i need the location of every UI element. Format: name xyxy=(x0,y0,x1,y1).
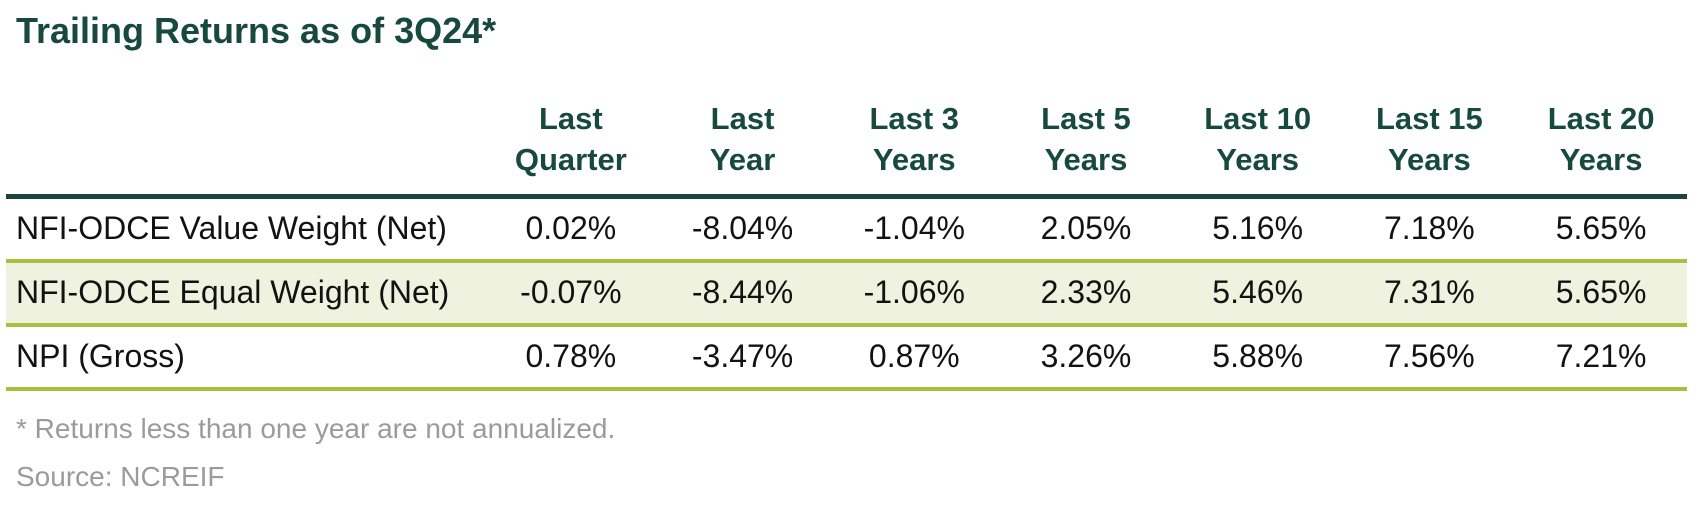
value-cell: 5.16% xyxy=(1171,196,1344,263)
table-row-nfi-odce-value-weight: NFI-ODCE Value Weight (Net) 0.02% -8.04%… xyxy=(6,196,1687,263)
value-cell: -0.07% xyxy=(485,260,657,327)
column-header-last-3-years: Last 3 Years xyxy=(828,99,1001,199)
value-cell: 2.33% xyxy=(1000,260,1172,327)
value-cell: -8.04% xyxy=(656,196,829,263)
column-header-line: Quarter xyxy=(514,141,627,177)
column-header-line: Years xyxy=(1216,141,1300,177)
value-cell: 0.78% xyxy=(485,324,657,391)
value-cell: 2.05% xyxy=(1000,196,1172,263)
column-header-line: Years xyxy=(1387,141,1471,177)
value-cell: 7.18% xyxy=(1343,196,1516,263)
column-header-line: Last 20 xyxy=(1547,101,1655,137)
column-header-line: Years xyxy=(872,141,956,177)
value-cell: 7.21% xyxy=(1515,324,1687,391)
column-header-line: Last 10 xyxy=(1204,101,1312,137)
column-header-line: Last 3 xyxy=(869,101,960,137)
column-header-last-20-years: Last 20 Years xyxy=(1515,99,1687,199)
column-header-line: Last xyxy=(538,101,603,137)
column-header-line: Last 5 xyxy=(1041,101,1131,137)
value-cell: 0.87% xyxy=(828,324,1001,391)
value-cell: -8.44% xyxy=(656,260,829,327)
value-cell: 5.65% xyxy=(1515,196,1687,263)
footnote-source: Source: NCREIF xyxy=(16,461,225,493)
row-label-header-empty xyxy=(6,99,485,199)
value-cell: 5.88% xyxy=(1171,324,1344,391)
row-label: NFI-ODCE Equal Weight (Net) xyxy=(6,260,485,327)
column-header-line: Years xyxy=(1044,141,1128,177)
value-cell: 7.31% xyxy=(1343,260,1516,327)
value-cell: -1.04% xyxy=(828,196,1001,263)
row-label: NPI (Gross) xyxy=(6,324,485,391)
value-cell: 5.65% xyxy=(1515,260,1687,327)
page-title: Trailing Returns as of 3Q24* xyxy=(16,10,497,51)
footnote-annualized: * Returns less than one year are not ann… xyxy=(16,412,616,444)
value-cell: -3.47% xyxy=(656,324,829,391)
value-cell: -1.06% xyxy=(828,260,1001,327)
column-header-last-quarter: Last Quarter xyxy=(485,99,657,199)
table-row-nfi-odce-equal-weight: NFI-ODCE Equal Weight (Net) -0.07% -8.44… xyxy=(6,260,1687,327)
column-header-line: Last xyxy=(710,101,775,137)
column-header-line: Last 15 xyxy=(1375,101,1483,137)
trailing-returns-table: Last Quarter Last Year Last 3 Years Last… xyxy=(6,99,1687,391)
column-header-last-10-years: Last 10 Years xyxy=(1171,99,1344,199)
column-header-line: Years xyxy=(1559,141,1643,177)
header-row: Last Quarter Last Year Last 3 Years Last… xyxy=(6,99,1687,199)
row-label: NFI-ODCE Value Weight (Net) xyxy=(6,196,485,263)
column-header-last-year: Last Year xyxy=(656,99,829,199)
column-header-line: Year xyxy=(709,141,776,177)
table-row-npi-gross: NPI (Gross) 0.78% -3.47% 0.87% 3.26% 5.8… xyxy=(6,324,1687,391)
value-cell: 3.26% xyxy=(1000,324,1172,391)
column-header-last-5-years: Last 5 Years xyxy=(1000,99,1172,199)
value-cell: 7.56% xyxy=(1343,324,1516,391)
value-cell: 5.46% xyxy=(1171,260,1344,327)
value-cell: 0.02% xyxy=(485,196,657,263)
column-header-last-15-years: Last 15 Years xyxy=(1343,99,1516,199)
